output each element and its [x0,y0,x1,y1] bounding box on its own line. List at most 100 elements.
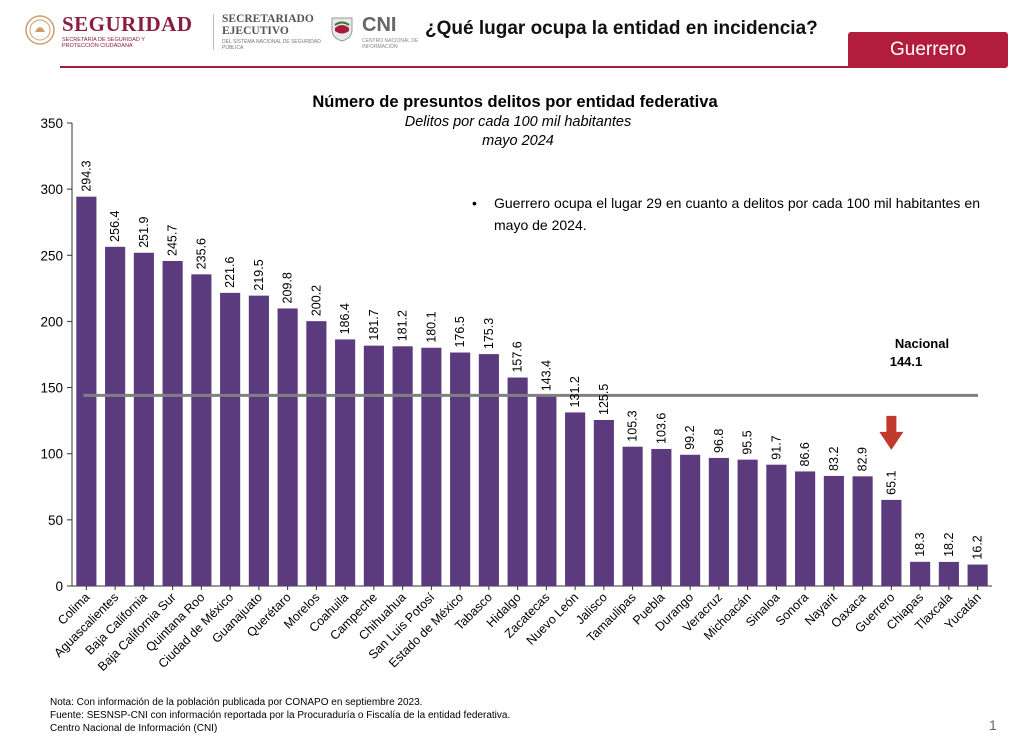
cni-logo: CNI CENTRO NACIONAL DE INFORMACIÓN [330,14,420,54]
data-label: 256.4 [108,210,122,241]
y-tick-label: 350 [40,116,63,131]
bar [823,475,844,586]
bar [450,352,471,586]
bar [622,446,643,586]
data-label: 209.8 [281,272,295,303]
seguridad-logo: SEGURIDAD SECRETARÍA DE SEGURIDAD Y PROT… [24,12,214,52]
bar [536,396,557,586]
national-average-value: 144.1 [890,354,923,369]
data-label: 95.5 [741,430,755,454]
y-tick-label: 0 [55,579,63,594]
y-tick-label: 250 [40,248,63,263]
cni-logo-subtitle: CENTRO NACIONAL DE INFORMACIÓN [362,38,419,50]
bar [478,354,499,586]
bar [105,246,126,586]
bar [651,448,672,586]
seal-icon [25,15,55,45]
y-tick-label: 50 [48,513,63,528]
bar [306,321,327,586]
bar [191,274,212,586]
data-label: 219.5 [252,259,266,290]
data-label: 176.5 [453,316,467,347]
bar [967,564,988,586]
footer-notes: Nota: Con información de la población pu… [50,696,510,735]
bar [766,464,787,586]
note-bullet: • [472,195,477,211]
bar [938,561,959,586]
data-label: 96.8 [712,429,726,453]
data-label: 83.2 [827,447,841,471]
data-label: 181.2 [396,310,410,341]
data-label: 180.1 [424,311,438,342]
bar [507,377,528,586]
bar [421,347,442,586]
cni-emblem-icon [331,17,353,42]
bar [910,561,931,586]
data-label: 91.7 [769,435,783,459]
page-question: ¿Qué lugar ocupa la entidad en incidenci… [425,18,818,39]
bar [680,454,701,586]
y-tick-label: 100 [40,447,63,462]
footer-source-line: Fuente: SESNSP-CNI con información repor… [50,710,511,721]
data-label: 65.1 [884,471,898,495]
data-label: 294.3 [79,160,93,191]
header-rule [60,66,908,68]
data-label: 251.9 [137,216,151,247]
bar [335,339,356,586]
seguridad-logo-text: SEGURIDAD [62,12,193,36]
page-number: 1 [989,717,997,733]
bar [220,292,241,586]
logo-divider [213,14,214,50]
page-header: SEGURIDAD SECRETARÍA DE SEGURIDAD Y PROT… [0,0,1024,70]
data-label: 125.5 [597,384,611,415]
bar [133,252,154,587]
bar [737,459,758,586]
bar [852,476,873,586]
arrow-down-icon [879,415,904,450]
bar [76,196,97,586]
data-label: 245.7 [166,225,180,256]
bar [392,346,413,586]
data-label: 157.6 [511,341,525,372]
bar [565,412,586,586]
note-text: Guerrero ocupa el lugar 29 en cuanto a d… [494,195,980,233]
data-label: 86.6 [798,442,812,466]
secretariado-logo-subtitle: DEL SISTEMA NACIONAL DE SEGURIDAD PÚBLIC… [222,39,321,51]
data-label: 99.2 [683,425,697,449]
bar [708,457,729,586]
data-label: 175.3 [482,318,496,349]
secretariado-logo-text: SECRETARIADO EJECUTIVO [222,13,314,37]
bar [248,295,269,586]
seguridad-logo-subtitle: SECRETARÍA DE SEGURIDAD Y PROTECCIÓN CIU… [62,37,145,49]
chart-subtitle: Delitos por cada 100 mil habitantes [405,114,632,130]
chart-title: Número de presuntos delitos por entidad … [312,93,718,111]
data-label: 235.6 [194,238,208,269]
data-label: 16.2 [971,535,985,559]
data-label: 131.2 [568,376,582,407]
cni-logo-text: CNI [362,14,397,36]
y-tick-label: 150 [40,381,63,396]
bar [162,260,183,586]
state-tab[interactable]: Guerrero [848,32,1008,68]
data-label: 221.6 [223,257,237,288]
bar [363,345,384,586]
data-label: 18.3 [913,532,927,556]
bar [593,419,614,586]
y-tick-label: 300 [40,182,63,197]
data-label: 103.6 [654,413,668,444]
data-label: 143.4 [539,360,553,391]
data-label: 186.4 [338,303,352,334]
data-label: 105.3 [626,410,640,441]
data-label: 181.7 [367,309,381,340]
bar [881,499,902,586]
data-label: 82.9 [856,447,870,471]
bar [277,308,298,586]
data-label: 200.2 [309,285,323,316]
chart-subtitle-date: mayo 2024 [482,133,554,149]
bar [795,471,816,586]
footer-center-line: Centro Nacional de Información (CNI) [50,723,218,734]
national-average-label: Nacional [895,336,949,351]
secretariado-logo: SECRETARIADO EJECUTIVO DEL SISTEMA NACIO… [222,13,332,53]
footer-note-line: Nota: Con información de la población pu… [50,697,423,708]
